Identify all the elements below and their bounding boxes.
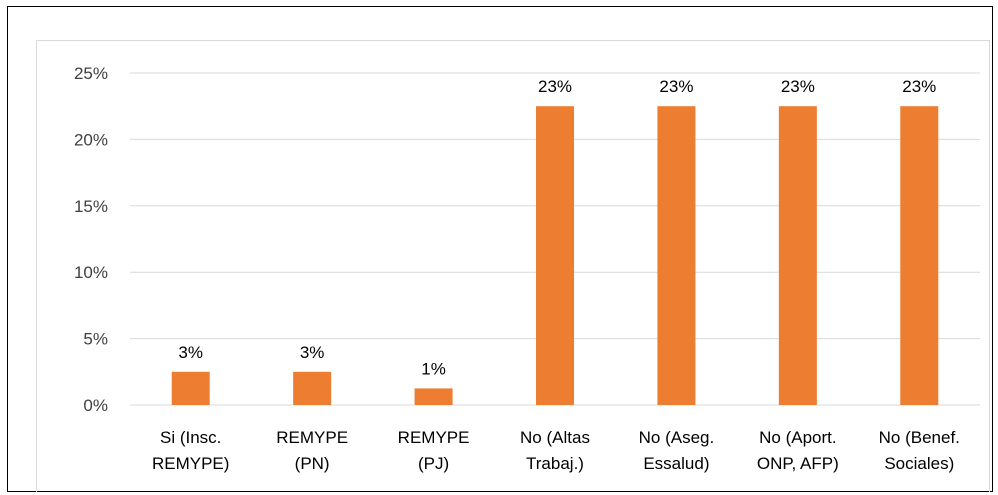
- bars: [171, 106, 939, 405]
- chart-frame: [7, 6, 993, 492]
- category-label: REMYPE (PJ): [398, 428, 470, 473]
- data-label: 3%: [300, 343, 325, 362]
- data-label: 23%: [538, 77, 572, 96]
- category-label: Si (Insc. REMYPE): [152, 428, 229, 473]
- y-tick-label: 0%: [83, 396, 108, 415]
- data-labels: 3% 3% 1% 23% 23% 23% 23%: [178, 77, 936, 378]
- bar: [657, 106, 696, 405]
- category-label: No (Benef. Sociales): [879, 428, 960, 473]
- y-tick-label: 10%: [74, 263, 108, 282]
- data-label: 1%: [421, 359, 446, 378]
- category-label: No (Altas Trabaj.): [520, 428, 590, 473]
- category-label: No (Aport. ONP, AFP): [757, 428, 839, 473]
- bar: [778, 106, 817, 405]
- data-label: 23%: [659, 77, 693, 96]
- y-tick-label: 25%: [74, 64, 108, 83]
- x-axis-categories: Si (Insc. REMYPE) REMYPE (PN) REMYPE (PJ) No (…: [152, 428, 960, 473]
- category-label: REMYPE (PN): [276, 428, 348, 473]
- data-label: 23%: [902, 77, 936, 96]
- data-label: 23%: [781, 77, 815, 96]
- chart-area-border: [36, 40, 990, 492]
- data-label: 3%: [178, 343, 203, 362]
- y-tick-label: 5%: [83, 330, 108, 349]
- bar: [900, 106, 939, 405]
- bar: [171, 371, 210, 405]
- y-tick-label: 20%: [74, 130, 108, 149]
- bar: [536, 106, 574, 405]
- y-tick-label: 15%: [74, 197, 108, 216]
- category-label: No (Aseg. Essalud): [639, 428, 715, 473]
- y-axis-ticks: 0% 5% 10% 15% 20% 25%: [74, 64, 108, 415]
- bar: [293, 371, 332, 405]
- bar: [414, 388, 453, 405]
